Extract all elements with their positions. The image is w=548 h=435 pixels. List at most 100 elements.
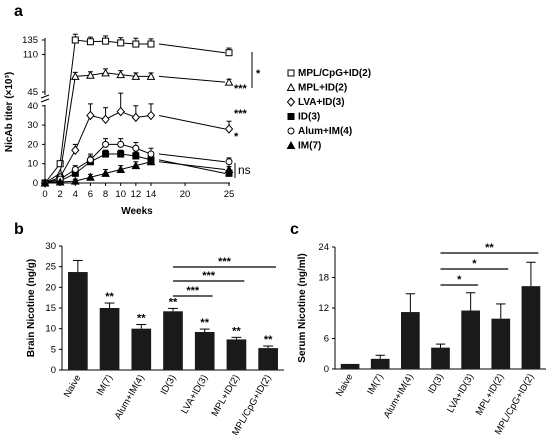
b-bar bbox=[226, 339, 247, 370]
legend-marker bbox=[287, 127, 295, 135]
a-point bbox=[117, 39, 125, 47]
legend-marker bbox=[286, 97, 296, 107]
a-y-tick-label: 20 bbox=[27, 139, 38, 150]
a-point bbox=[102, 140, 110, 148]
legend-label: MPL/CpG+ID(2) bbox=[298, 68, 371, 79]
c-y-tick-label: 6 bbox=[324, 334, 329, 345]
a-point bbox=[102, 150, 110, 158]
a-point bbox=[102, 37, 110, 45]
a-point bbox=[146, 71, 156, 80]
a-y-tick-label: 135 bbox=[22, 35, 38, 46]
legend-label: IM(7) bbox=[298, 141, 321, 152]
a-y-tick-label: 45 bbox=[27, 87, 38, 98]
a-point bbox=[131, 112, 141, 123]
a-point bbox=[116, 70, 126, 79]
c-bar bbox=[521, 286, 541, 369]
c-bar bbox=[461, 310, 480, 369]
a-series-line-tail bbox=[158, 114, 226, 130]
b-bar bbox=[194, 331, 215, 370]
b-bar-sig: ** bbox=[137, 313, 146, 325]
a-point bbox=[71, 145, 80, 155]
legend-label: MPL+ID(2) bbox=[298, 83, 347, 94]
a-ns-label: ns bbox=[238, 163, 251, 177]
a-point bbox=[224, 124, 234, 134]
a-point bbox=[132, 144, 140, 152]
b-bar-sig: ** bbox=[200, 317, 209, 329]
c-y-tick-label: 0 bbox=[324, 364, 329, 375]
c-bar bbox=[370, 358, 390, 369]
a-point bbox=[71, 165, 79, 173]
a-y-axis-label: NicAb titer (×10³) bbox=[4, 72, 15, 152]
a-y-tick-label: 110 bbox=[23, 49, 38, 60]
b-bar bbox=[99, 308, 120, 370]
c-comparison-label: * bbox=[472, 258, 477, 270]
a-x-tick-label: 25 bbox=[224, 189, 235, 200]
b-y-tick-label: 30 bbox=[45, 241, 56, 252]
a-point bbox=[117, 140, 125, 148]
b-x-tick-label: ID(3) bbox=[159, 373, 179, 397]
a-point bbox=[225, 158, 233, 166]
a-x-tick-label: 10 bbox=[115, 189, 126, 200]
legend-label: ID(3) bbox=[298, 112, 320, 123]
c-comparison-label: * bbox=[457, 274, 462, 286]
panel-b-letter: b bbox=[14, 221, 24, 238]
b-comparison-label: *** bbox=[218, 256, 232, 268]
a-point bbox=[101, 168, 110, 177]
legend-marker bbox=[286, 140, 296, 149]
b-bar-sig: ** bbox=[264, 334, 273, 346]
a-point bbox=[132, 40, 140, 48]
c-x-tick-label: Alum+IM(4) bbox=[382, 372, 416, 420]
a-series-line-tail bbox=[158, 159, 226, 174]
a-point bbox=[56, 160, 64, 168]
a-point bbox=[224, 77, 234, 86]
a-point bbox=[147, 150, 155, 158]
a-sig-lva: * bbox=[234, 131, 239, 143]
a-y-tick-label: 10 bbox=[27, 159, 38, 170]
a-point bbox=[86, 38, 94, 46]
a-x-tick-label: 0 bbox=[42, 189, 47, 200]
c-bar bbox=[401, 312, 420, 369]
b-bar bbox=[258, 348, 278, 370]
a-sig-bracket: * bbox=[256, 68, 261, 80]
c-bar bbox=[491, 318, 511, 369]
a-x-tick-label: 8 bbox=[103, 189, 108, 200]
c-y-axis-label: Serum Nicotine (ng/ml) bbox=[297, 253, 308, 362]
c-x-tick-label: Naive bbox=[334, 372, 356, 399]
legend-label: LVA+ID(3) bbox=[298, 97, 345, 108]
b-bar bbox=[68, 272, 88, 370]
a-y-tick-label: 40 bbox=[27, 101, 38, 112]
a-y-tick-label: 30 bbox=[27, 120, 38, 131]
legend-marker bbox=[286, 82, 296, 91]
b-y-tick-label: 15 bbox=[45, 303, 56, 314]
a-point bbox=[131, 161, 141, 170]
a-point bbox=[117, 150, 125, 158]
a-x-tick-label: 4 bbox=[73, 189, 78, 200]
a-x-tick-label: 12 bbox=[131, 189, 142, 200]
legend-marker bbox=[287, 69, 295, 77]
b-bar bbox=[163, 311, 183, 370]
a-series-line-tail bbox=[158, 161, 226, 170]
a-point bbox=[86, 156, 94, 164]
a-point bbox=[225, 49, 233, 57]
a-point bbox=[70, 71, 80, 80]
a-point bbox=[86, 70, 95, 79]
a-point bbox=[55, 177, 65, 186]
a-point bbox=[40, 178, 50, 187]
a-x-tick-label: 2 bbox=[57, 189, 62, 200]
c-comparison-label: ** bbox=[485, 242, 494, 254]
a-y-break-mark bbox=[40, 98, 50, 103]
a-point bbox=[86, 172, 95, 181]
a-point bbox=[146, 157, 156, 166]
a-series-line-tail bbox=[158, 75, 226, 83]
c-y-tick-label: 12 bbox=[318, 303, 329, 314]
b-y-tick-label: 10 bbox=[45, 324, 56, 335]
b-x-tick-label: IM(7) bbox=[95, 373, 116, 398]
b-y-tick-label: 20 bbox=[45, 282, 56, 293]
b-y-axis-label: Brain Nicotine (ng/g) bbox=[26, 259, 37, 357]
b-comparison-label: *** bbox=[202, 270, 216, 282]
a-x-axis-label: Weeks bbox=[121, 206, 153, 217]
b-x-tick-label: LVA+ID(3) bbox=[179, 373, 210, 416]
legend-label: Alum+IM(4) bbox=[298, 126, 352, 137]
a-point bbox=[86, 110, 95, 121]
